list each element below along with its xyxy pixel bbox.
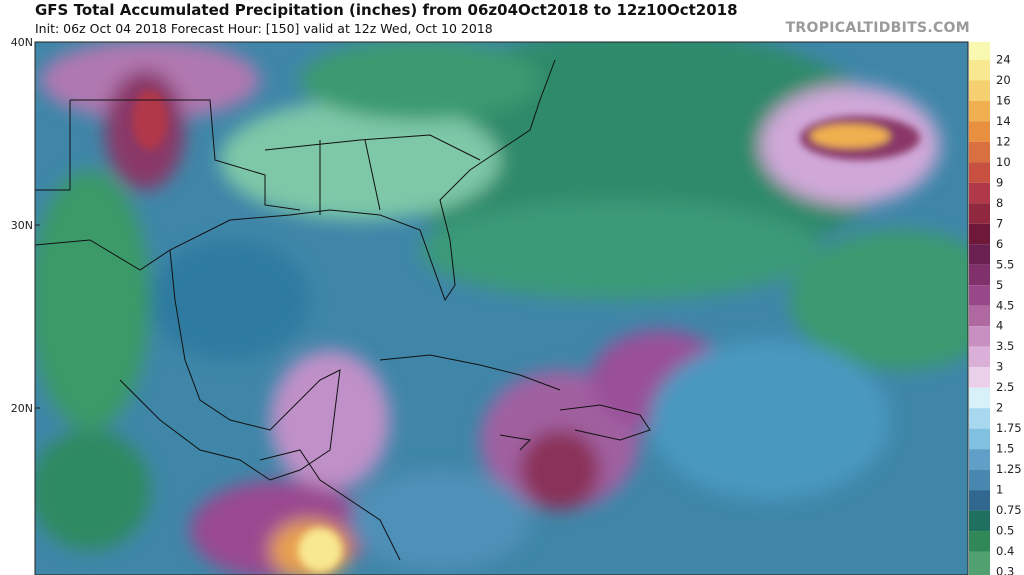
map-title: GFS Total Accumulated Precipitation (inc…: [35, 1, 738, 19]
colorbar-swatch: [969, 264, 990, 286]
colorbar-label: 10: [996, 155, 1011, 169]
colorbar-label: 2.5: [996, 380, 1014, 394]
colorbar-label: 4.5: [996, 298, 1014, 312]
colorbar-label: 3: [996, 360, 1003, 374]
colorbar-swatch: [969, 141, 990, 163]
map-field: [35, 42, 968, 575]
colorbar-label: 14: [996, 114, 1011, 128]
latitude-label: 40N: [11, 36, 33, 49]
colorbar-label: 16: [996, 93, 1011, 107]
latitude-label: 20N: [11, 402, 33, 415]
colorbar-swatch: [969, 60, 990, 81]
colorbar-swatch: [969, 285, 990, 306]
colorbar-swatch: [969, 182, 990, 204]
colorbar-label: 2: [996, 401, 1003, 415]
colorbar-swatch: [969, 387, 990, 409]
colorbar-swatch: [969, 326, 990, 347]
colorbar-label: 0.75: [996, 503, 1022, 517]
colorbar-label: 24: [996, 53, 1011, 67]
colorbar-label: 1.5: [996, 442, 1014, 456]
colorbar-swatch: [969, 42, 990, 60]
colorbar-label: 7: [996, 216, 1003, 230]
colorbar-swatch: [969, 121, 990, 142]
colorbar-swatch: [969, 223, 990, 245]
colorbar-label: 0.3: [996, 565, 1014, 575]
colorbar-label: 0.4: [996, 544, 1014, 558]
colorbar-label: 1.75: [996, 421, 1022, 435]
colorbar-label: 5.5: [996, 257, 1014, 271]
colorbar-swatch: [969, 367, 990, 388]
colorbar-label: 12: [996, 134, 1011, 148]
colorbar-swatch: [969, 469, 990, 491]
colorbar-swatch: [969, 408, 990, 429]
colorbar-swatch: [969, 531, 990, 552]
latitude-label: 30N: [11, 219, 33, 232]
colorbar-label: 5: [996, 278, 1003, 292]
colorbar-swatch: [969, 346, 990, 368]
colorbar-swatch: [969, 80, 990, 101]
colorbar-label: 0.5: [996, 524, 1014, 538]
colorbar-swatch: [969, 244, 990, 265]
colorbar-swatch: [969, 551, 990, 572]
colorbar-swatch: [969, 203, 990, 224]
colorbar-swatch: [969, 510, 990, 532]
colorbar-label: 8: [996, 196, 1003, 210]
colorbar-swatch: [969, 162, 990, 183]
colorbar-swatch: [969, 428, 990, 450]
colorbar-label: 6: [996, 237, 1003, 251]
colorbar-swatch: [969, 305, 990, 327]
colorbar-swatch: [969, 449, 990, 470]
colorbar-label: 1: [996, 483, 1003, 497]
colorbar-swatch: [969, 490, 990, 511]
watermark: TROPICALTIDBITS.COM: [785, 20, 970, 36]
map-subtitle: Init: 06z Oct 04 2018 Forecast Hour: [15…: [35, 21, 493, 36]
colorbar-label: 20: [996, 73, 1011, 87]
colorbar-label: 1.25: [996, 462, 1022, 476]
colorbar-swatch: [969, 572, 990, 575]
colorbar-label: 9: [996, 175, 1003, 189]
colorbar-label: 4: [996, 319, 1003, 333]
colorbar-swatch: [969, 100, 990, 122]
colorbar-label: 3.5: [996, 339, 1014, 353]
